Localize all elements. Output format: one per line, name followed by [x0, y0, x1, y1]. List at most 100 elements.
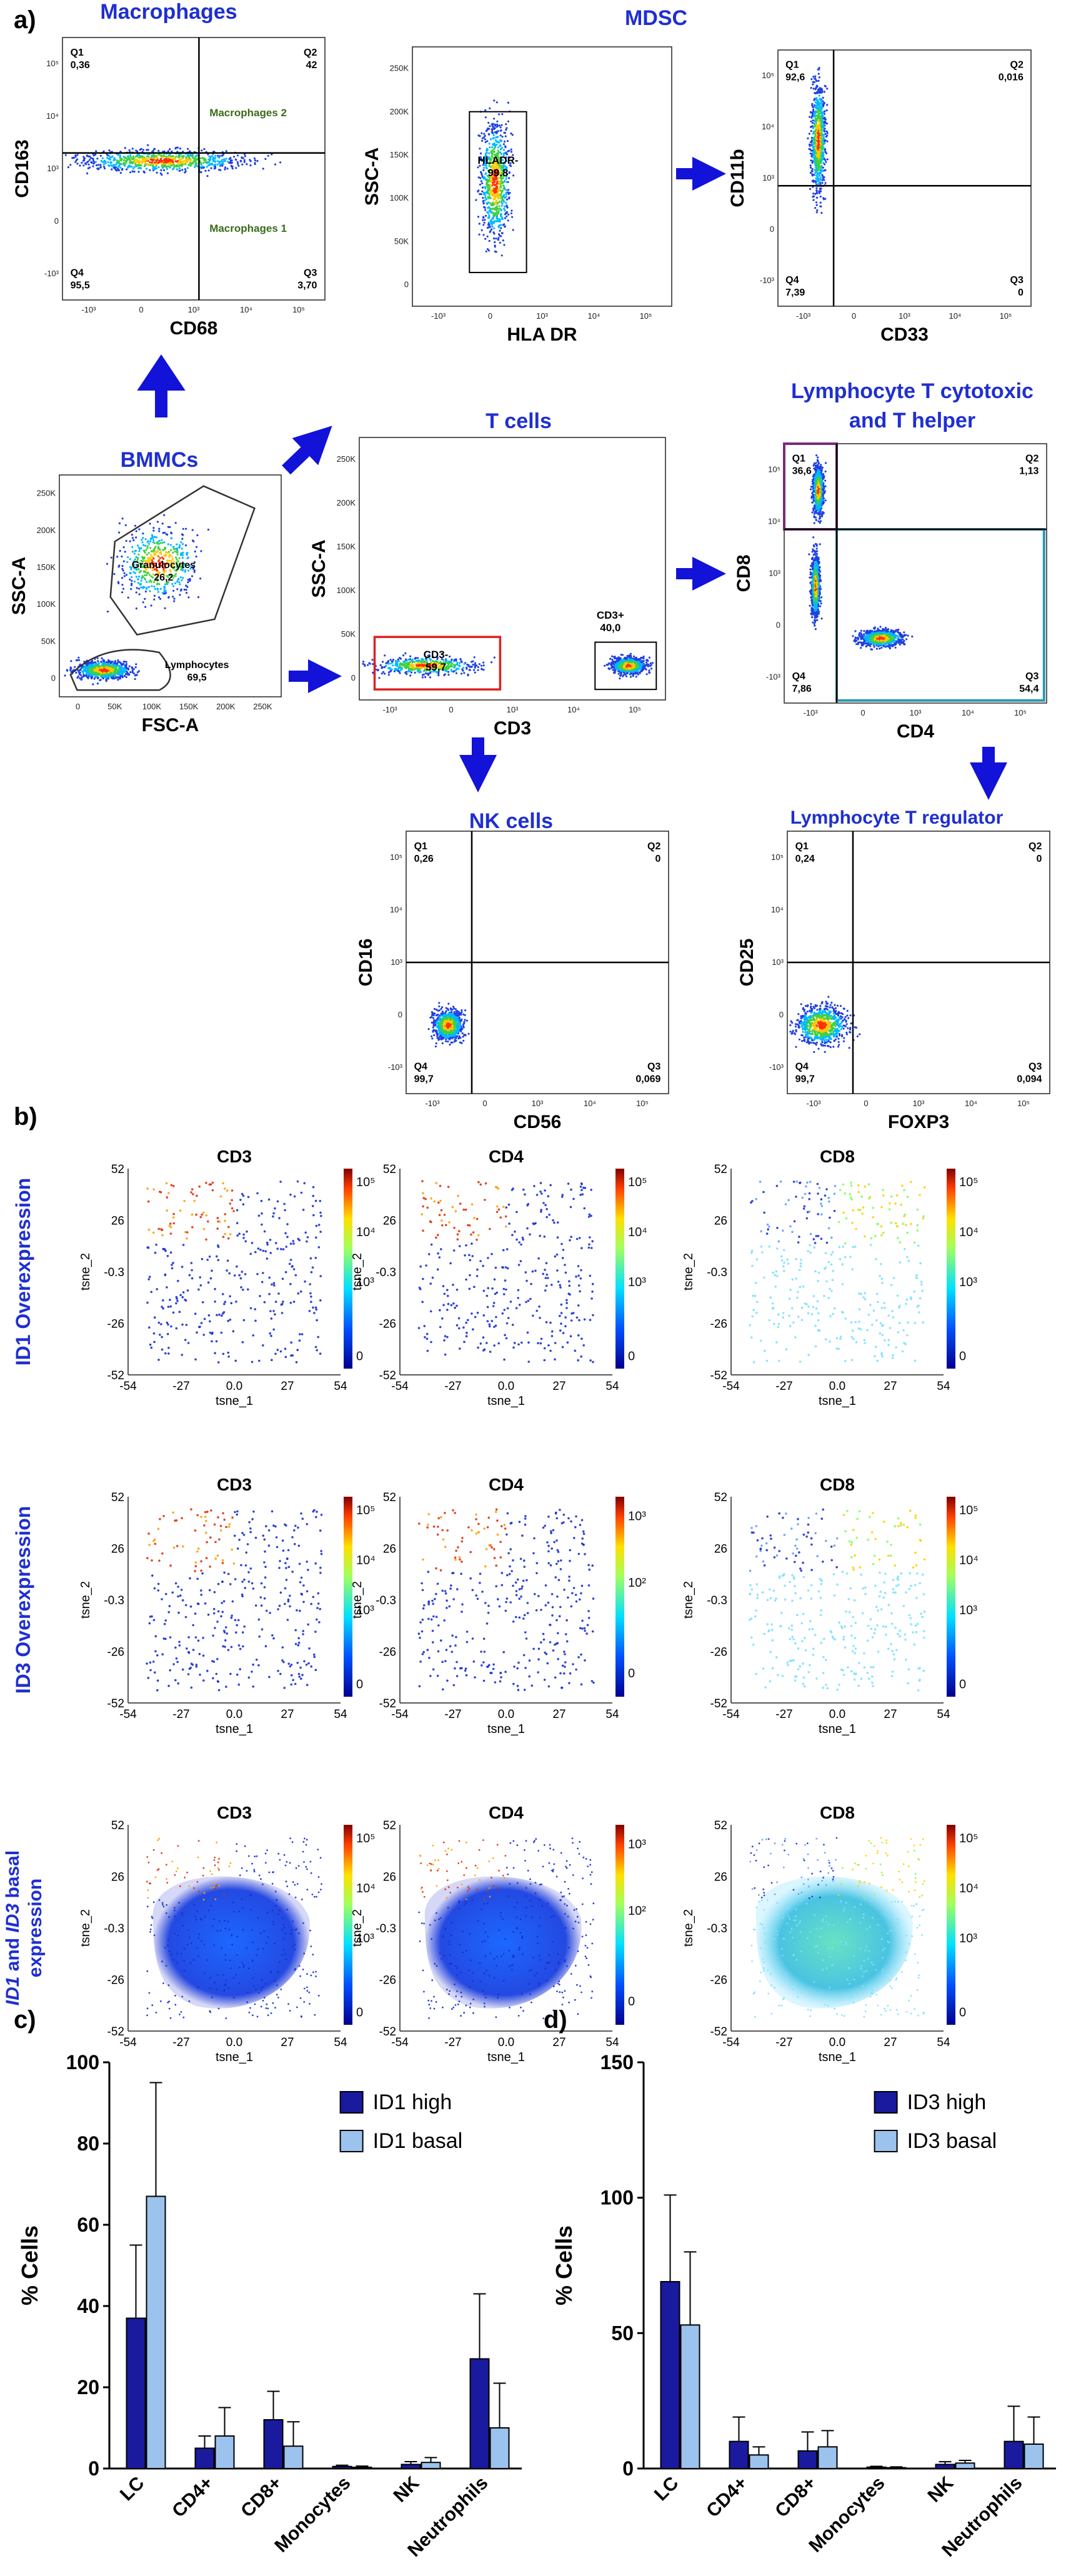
event-dot [151, 161, 153, 164]
event-dot [249, 160, 252, 162]
title-cytotoxic-1: Lymphocyte T cytotoxic [791, 379, 1034, 403]
event-dot [246, 163, 248, 166]
event-dot [157, 161, 159, 164]
event-dot [409, 655, 412, 657]
event-dot [609, 657, 612, 660]
event-dot [161, 167, 164, 169]
event-dot [503, 140, 506, 143]
event-dot [484, 109, 487, 111]
event-dot [814, 104, 817, 107]
event-dot [267, 154, 269, 157]
event-dot [133, 159, 136, 162]
event-dot [138, 593, 141, 596]
event-dot [105, 675, 107, 677]
event-dot [132, 167, 135, 170]
event-dot [496, 123, 499, 126]
event-dot [815, 127, 818, 130]
event-dot [635, 672, 637, 674]
event-dot [149, 169, 151, 171]
event-dot [132, 155, 134, 157]
event-dot [165, 551, 167, 554]
event-dot [171, 582, 174, 586]
event-dot [810, 125, 813, 127]
event-dot [82, 156, 85, 158]
event-dot [137, 546, 140, 549]
event-dot [381, 661, 384, 663]
event-dot [818, 94, 820, 97]
event-dot [110, 161, 113, 164]
event-dot [820, 147, 822, 149]
event-dot [634, 665, 636, 667]
event-dot [484, 134, 486, 137]
event-dot [818, 76, 820, 79]
event-dot [501, 159, 504, 161]
event-dot [209, 162, 212, 165]
event-dot [151, 154, 153, 156]
event-dot [184, 544, 187, 547]
event-dot [814, 162, 817, 164]
event-dot [499, 194, 502, 196]
event-dot [816, 155, 819, 158]
event-dot [161, 539, 163, 542]
event-dot [816, 157, 819, 159]
event-dot [820, 165, 823, 167]
event-dot [122, 560, 125, 562]
event-dot [182, 551, 184, 554]
event-dot [512, 174, 515, 177]
event-dot [115, 666, 118, 669]
event-dot [490, 203, 492, 206]
event-dot [479, 193, 481, 196]
event-dot [501, 204, 503, 207]
event-dot [67, 166, 69, 169]
event-dot [509, 192, 511, 194]
event-dot [412, 664, 415, 667]
event-dot [74, 161, 77, 163]
event-dot [172, 551, 174, 554]
event-dot [146, 545, 149, 547]
event-dot [490, 221, 492, 224]
event-dot [172, 585, 175, 587]
event-dot [487, 188, 489, 191]
event-dot [493, 137, 496, 139]
event-dot [181, 557, 184, 559]
event-dot [91, 674, 94, 676]
event-dot [491, 169, 494, 172]
event-dot [182, 527, 184, 530]
event-dot [191, 575, 194, 577]
event-dot [80, 678, 82, 681]
quadrant-value-Q3: 3,70 [297, 281, 317, 291]
x-tick-label: 0 [852, 311, 856, 321]
event-dot [447, 662, 449, 664]
event-dot [482, 234, 485, 236]
event-dot [499, 148, 502, 151]
event-dot [221, 159, 223, 161]
event-dot [169, 549, 172, 551]
gate-value: 26,2 [154, 572, 173, 583]
event-dot [502, 224, 505, 226]
event-dot [496, 217, 498, 219]
panel-label-a: a) [14, 6, 36, 34]
event-dot [96, 157, 99, 160]
event-dot [493, 99, 496, 102]
event-dot [822, 134, 824, 136]
event-dot [119, 151, 122, 153]
event-dot [495, 187, 497, 189]
event-dot [812, 192, 815, 195]
event-dot [87, 160, 89, 162]
event-dot [494, 127, 496, 129]
event-dot [173, 166, 176, 168]
event-dot [497, 189, 500, 192]
event-dot [486, 140, 489, 142]
event-dot [815, 204, 818, 206]
event-dot [96, 657, 99, 659]
event-dot [412, 666, 414, 669]
event-dot [109, 662, 112, 664]
event-dot [122, 159, 125, 162]
event-dot [93, 674, 96, 676]
event-dot [94, 666, 96, 669]
event-dot [165, 592, 167, 594]
event-dot [825, 122, 829, 125]
event-dot [149, 522, 151, 525]
event-dot [144, 160, 146, 163]
